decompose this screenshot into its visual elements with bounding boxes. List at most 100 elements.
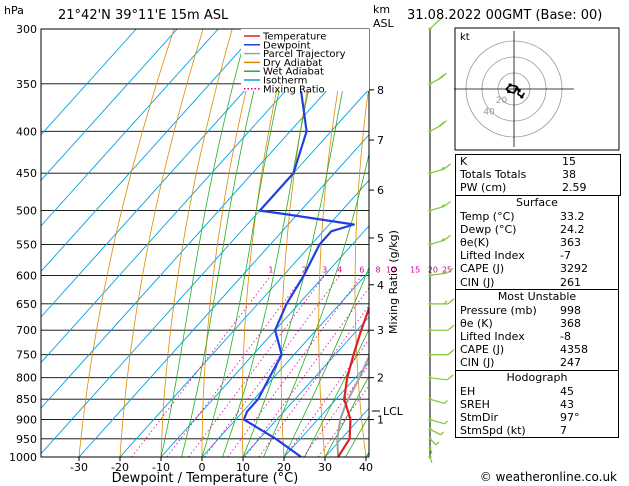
- hodograph-point-0: [515, 87, 519, 91]
- altitude-tick-6: 6: [377, 184, 384, 197]
- surface-label-3: Lifted Index: [460, 249, 525, 263]
- wind-barb-450: [428, 163, 451, 175]
- mixing-ratio-tick-3: 3: [322, 265, 327, 274]
- temp-tick-30: 30: [318, 461, 332, 474]
- lcl-label: LCL: [383, 405, 404, 418]
- surface-row-1: Dewp (°C) 24.2: [456, 223, 618, 236]
- legend-label-3: Dry Adiabat: [263, 58, 322, 69]
- surface-label-1: Dewp (°C): [460, 222, 517, 236]
- dry-adiabat--10: [160, 29, 233, 457]
- hodograph-point-2: [507, 90, 511, 94]
- altitude-tick-3: 3: [377, 324, 384, 337]
- altitude-tick-5: 5: [377, 232, 384, 245]
- surface-value-1: 24.2: [560, 222, 585, 236]
- mixing-ratio-tick-2: 2: [302, 265, 307, 274]
- surface-value-0: 33.2: [560, 209, 585, 223]
- isotherm--20: [119, 179, 369, 457]
- wet-adiabat-25: [304, 328, 369, 457]
- most-unstable-value-4: 247: [560, 356, 581, 370]
- pressure-tick-300: 300: [16, 23, 37, 36]
- wet-adiabat--10: [160, 29, 249, 457]
- temp-tick-20: 20: [277, 461, 291, 474]
- hodograph-unit: kt: [460, 32, 470, 43]
- wind-barb-650: [428, 298, 455, 306]
- mixing-ratio-line-25: [318, 384, 369, 457]
- altitude-tick-7: 7: [377, 134, 384, 147]
- hodograph-index-title: Hodograph: [506, 370, 568, 384]
- isotherm--10: [160, 225, 369, 457]
- wind-barb-600: [428, 267, 454, 277]
- index-value-1: 38: [562, 168, 576, 182]
- most-unstable-value-3: 4358: [560, 343, 588, 357]
- most-unstable-section: Most Unstable Pressure (mb) 998 θe (K) 368 Li…: [455, 289, 619, 371]
- isotherm--100: [41, 29, 178, 182]
- hodograph-index-label-2: StmDir: [460, 411, 499, 424]
- surface-section: Surface Temp (°C) 33.2 Dewp (°C) 24.2 θe(K) 36…: [455, 195, 619, 290]
- most-unstable-title: Most Unstable: [497, 289, 577, 303]
- pressure-tick-600: 600: [16, 269, 37, 282]
- mixing-ratio-line-3: [188, 275, 325, 457]
- mixing-ratio-line-20: [303, 364, 369, 457]
- index-row-0: K 15: [456, 155, 620, 168]
- hodograph-trace: [505, 84, 526, 98]
- hodograph-index-label-3: StmSpd (kt): [460, 424, 526, 438]
- mixing-ratio-line-4: [204, 275, 341, 457]
- index-label-2: PW (cm): [460, 181, 507, 195]
- most-unstable-label-0: Pressure (mb): [460, 303, 537, 317]
- altitude-unit-km: km: [373, 3, 390, 16]
- isotherm--80: [41, 29, 260, 273]
- hodograph-index-row-0: EH 45: [456, 385, 618, 398]
- isotherm--30: [78, 134, 369, 457]
- temp-tick-0: 0: [199, 461, 206, 474]
- index-row-2: PW (cm) 2.59: [456, 181, 620, 194]
- most-unstable-row-3: CAPE (J) 4358: [456, 343, 618, 356]
- legend-label-2: Parcel Trajectory: [263, 49, 346, 60]
- altitude-tick-2: 2: [377, 372, 384, 385]
- hodograph-index-label-1: SREH: [460, 397, 490, 411]
- index-value-0: 15: [562, 155, 576, 168]
- mixing-ratio-tick-20: 20: [428, 265, 438, 274]
- isotherm--90: [41, 29, 219, 227]
- wind-barb-750: [428, 349, 455, 357]
- pressure-tick-950: 950: [16, 433, 37, 446]
- hodograph-index-label-0: EH: [460, 384, 476, 398]
- hodograph-index-value-1: 43: [560, 397, 574, 411]
- wind-barb-850: [428, 397, 448, 405]
- mixing-ratio-line-6: [227, 275, 363, 457]
- temp-tick-10: 10: [236, 461, 250, 474]
- surface-label-5: CIN (J): [460, 275, 495, 289]
- surface-label-2: θe(K): [460, 235, 490, 249]
- copyright: © weatheronline.co.uk: [480, 470, 617, 484]
- most-unstable-label-3: CAPE (J): [460, 343, 505, 357]
- surface-value-5: 261: [560, 275, 581, 289]
- legend-label-5: Isotherm: [263, 76, 307, 87]
- most-unstable-value-2: -8: [560, 330, 571, 344]
- pressure-tick-700: 700: [16, 324, 37, 337]
- legend-bg: [241, 29, 369, 91]
- dry-adiabat--30: [78, 29, 175, 457]
- wind-barb-700: [428, 324, 455, 332]
- most-unstable-row-1: θe (K) 368: [456, 317, 618, 330]
- wind-barb-400: [428, 120, 447, 133]
- most-unstable-label-2: Lifted Index: [460, 330, 525, 344]
- wet-adiabat-5: [222, 29, 322, 457]
- isotherm--40: [41, 88, 369, 455]
- wet-adiabat--5: [181, 29, 270, 457]
- pressure-tick-1000: 1000: [9, 451, 37, 464]
- surface-value-3: -7: [560, 249, 571, 263]
- mixing-ratio-tick-4: 4: [337, 265, 342, 274]
- temperature-line: [337, 305, 369, 457]
- altitude-unit-asl: ASL: [373, 17, 395, 30]
- hodograph-index-row-3: StmSpd (kt) 7: [456, 424, 618, 437]
- dry-adiabat-40: [354, 82, 369, 457]
- isotherm-20: [283, 361, 369, 457]
- wind-barb-500: [428, 200, 451, 213]
- surface-value-2: 363: [560, 235, 581, 249]
- pressure-tick-450: 450: [16, 167, 37, 180]
- pressure-tick-400: 400: [16, 125, 37, 138]
- wind-barb-800: [428, 374, 454, 381]
- isotherm--110: [41, 29, 137, 136]
